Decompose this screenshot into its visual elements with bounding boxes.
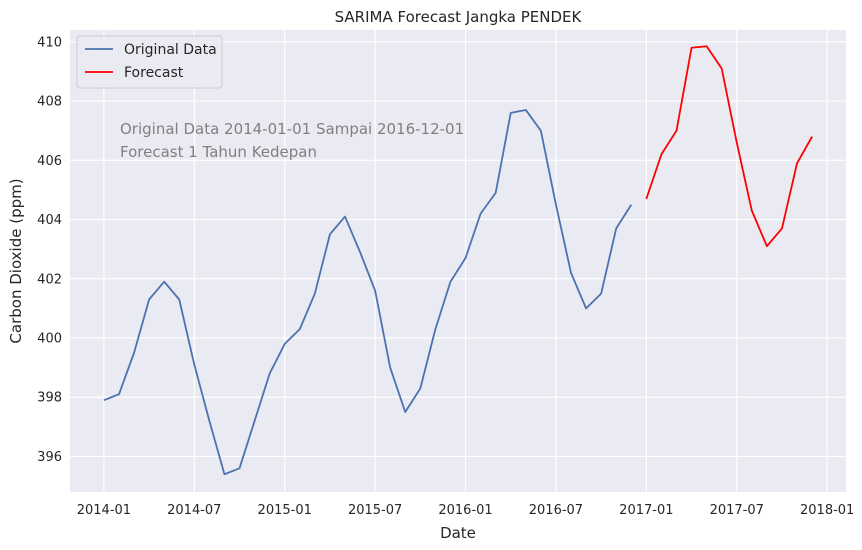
x-tick-label: 2014-01 bbox=[77, 503, 131, 518]
x-tick-label: 2016-01 bbox=[438, 503, 492, 518]
y-tick-label: 402 bbox=[37, 272, 62, 287]
x-tick-label: 2016-07 bbox=[529, 503, 583, 518]
x-axis-label: Date bbox=[440, 524, 476, 542]
y-tick-label: 406 bbox=[37, 154, 62, 169]
annotation-forecast-horizon: Forecast 1 Tahun Kedepan bbox=[120, 143, 317, 161]
y-tick-labels: 396 398 400 402 404 406 408 410 bbox=[37, 35, 62, 465]
grid bbox=[70, 30, 846, 492]
series-layer bbox=[103, 45, 813, 476]
x-tick-labels: 2014-01 2014-07 2015-01 2015-07 2016-01 2016-… bbox=[77, 503, 855, 518]
y-tick-label: 398 bbox=[37, 391, 62, 406]
x-tick-label: 2017-07 bbox=[710, 503, 764, 518]
y-tick-label: 404 bbox=[37, 213, 62, 228]
x-tick-label: 2017-01 bbox=[619, 503, 673, 518]
chart-title: SARIMA Forecast Jangka PENDEK bbox=[335, 8, 583, 26]
y-tick-label: 410 bbox=[37, 35, 62, 50]
x-tick-label: 2018-01 bbox=[800, 503, 854, 518]
series-line-forecast bbox=[645, 45, 813, 248]
series-line-original-data bbox=[103, 109, 633, 476]
y-tick-label: 400 bbox=[37, 332, 62, 347]
x-tick-label: 2015-07 bbox=[348, 503, 402, 518]
legend-box bbox=[76, 35, 223, 89]
x-tick-label: 2014-07 bbox=[167, 503, 221, 518]
legend-label-original-data: Original Data bbox=[124, 42, 217, 58]
annotation-original-range: Original Data 2014-01-01 Sampai 2016-12-… bbox=[120, 120, 464, 138]
legend: Original Data Forecast bbox=[76, 35, 223, 89]
legend-label-forecast: Forecast bbox=[124, 65, 184, 81]
plot-area bbox=[70, 30, 846, 492]
y-tick-label: 408 bbox=[37, 95, 62, 110]
y-tick-label: 396 bbox=[37, 450, 62, 465]
y-axis-label: Carbon Dioxide (ppm) bbox=[7, 178, 25, 343]
x-tick-label: 2015-01 bbox=[258, 503, 312, 518]
